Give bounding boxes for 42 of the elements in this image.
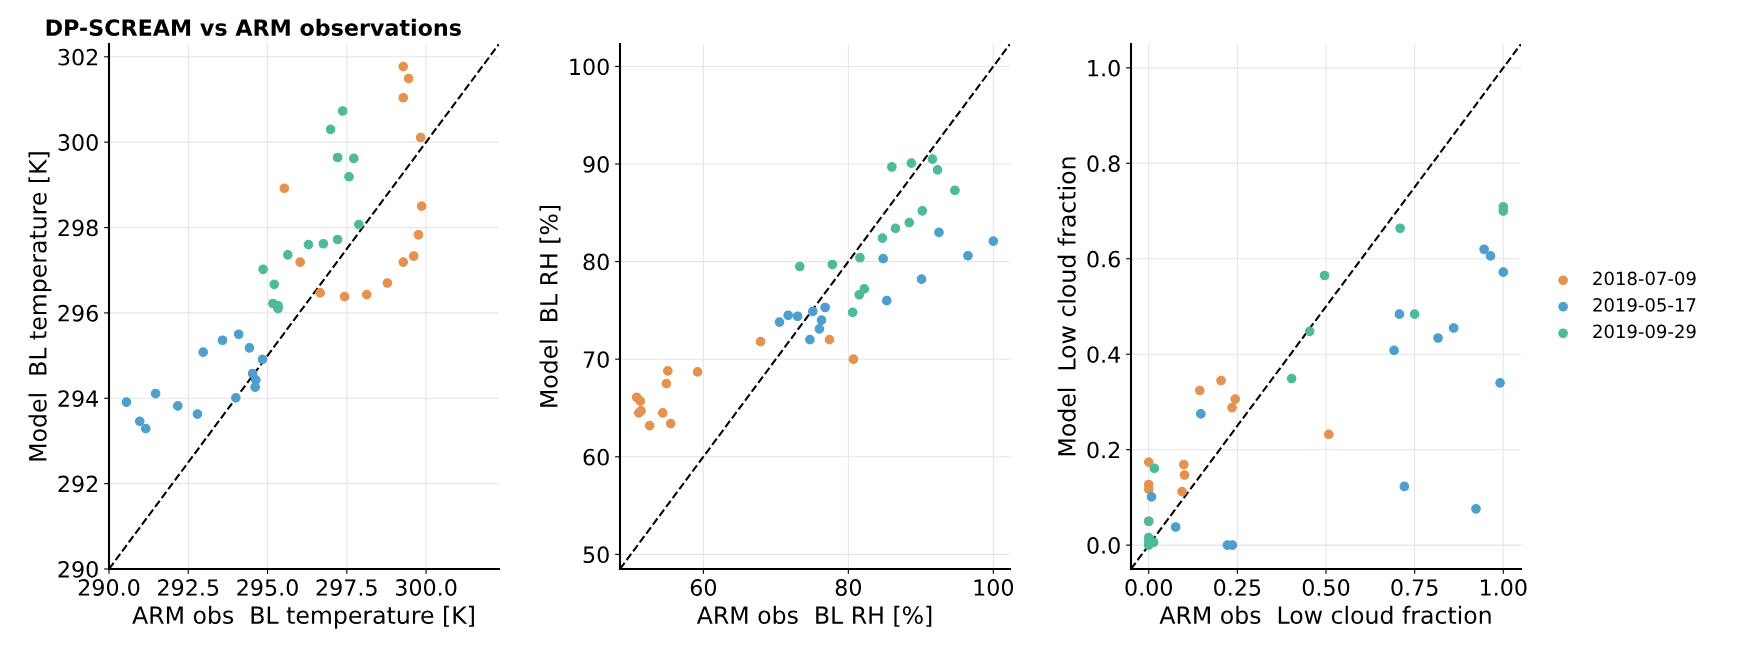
y-tick-label: 0.2 — [1087, 441, 1120, 459]
x-tick-label: 290.0 — [78, 579, 140, 596]
y-tick-label: 0.8 — [1087, 155, 1120, 173]
y-tick-label: 292 — [58, 475, 98, 493]
y-tick-label: 290 — [58, 560, 98, 578]
x-tick-label: 0.00 — [1125, 579, 1172, 596]
y-tick-label: 0.0 — [1087, 537, 1120, 554]
y-tick-label: 50 — [583, 546, 609, 564]
y-tick-label: 80 — [583, 253, 609, 271]
x-tick-label: 80 — [835, 579, 862, 596]
x-tick-label: 0.50 — [1302, 579, 1350, 596]
chart-title: DP-SCREAM vs ARM observations — [46, 18, 461, 36]
x-axis-title: ARM obs BL RH [%] — [696, 605, 932, 627]
y-axis-title: Model BL RH [%] — [539, 205, 561, 407]
legend-label: 2018-07-09 — [1593, 271, 1696, 286]
legend-label: 2019-05-17 — [1593, 298, 1696, 312]
x-axis-title: ARM obs Low cloud fraction — [1159, 605, 1491, 625]
y-axis-title: Model BL temperature [K] — [28, 152, 52, 461]
y-tick-label: 0.4 — [1087, 346, 1121, 363]
y-tick-label: 100 — [570, 58, 609, 76]
y-tick-label: 296 — [58, 304, 98, 322]
x-tick-label: 295.0 — [237, 579, 298, 596]
y-tick-label: 90 — [583, 155, 609, 173]
x-tick-label: 297.5 — [316, 579, 377, 596]
x-tick-label: 300.0 — [395, 579, 457, 596]
y-tick-label: 302 — [58, 48, 98, 66]
y-tick-label: 0.6 — [1087, 250, 1120, 268]
y-axis-title: Model Low cloud fraction — [1057, 157, 1076, 456]
y-tick-label: 1.0 — [1088, 59, 1120, 77]
x-axis-title: ARM obs BL temperature [K] — [132, 605, 474, 629]
y-tick-label: 60 — [583, 448, 609, 466]
y-tick-label: 298 — [58, 219, 98, 237]
y-tick-label: 300 — [58, 134, 98, 151]
x-tick-label: 0.25 — [1214, 579, 1261, 596]
x-tick-label: 1.00 — [1480, 579, 1527, 596]
x-tick-label: 292.5 — [158, 579, 219, 596]
x-tick-label: 100 — [974, 579, 1014, 596]
x-tick-label: 60 — [690, 579, 717, 596]
y-tick-label: 294 — [58, 390, 99, 408]
y-tick-label: 70 — [583, 351, 609, 368]
x-tick-label: 0.75 — [1391, 579, 1438, 596]
legend-label: 2019-09-29 — [1593, 324, 1696, 339]
